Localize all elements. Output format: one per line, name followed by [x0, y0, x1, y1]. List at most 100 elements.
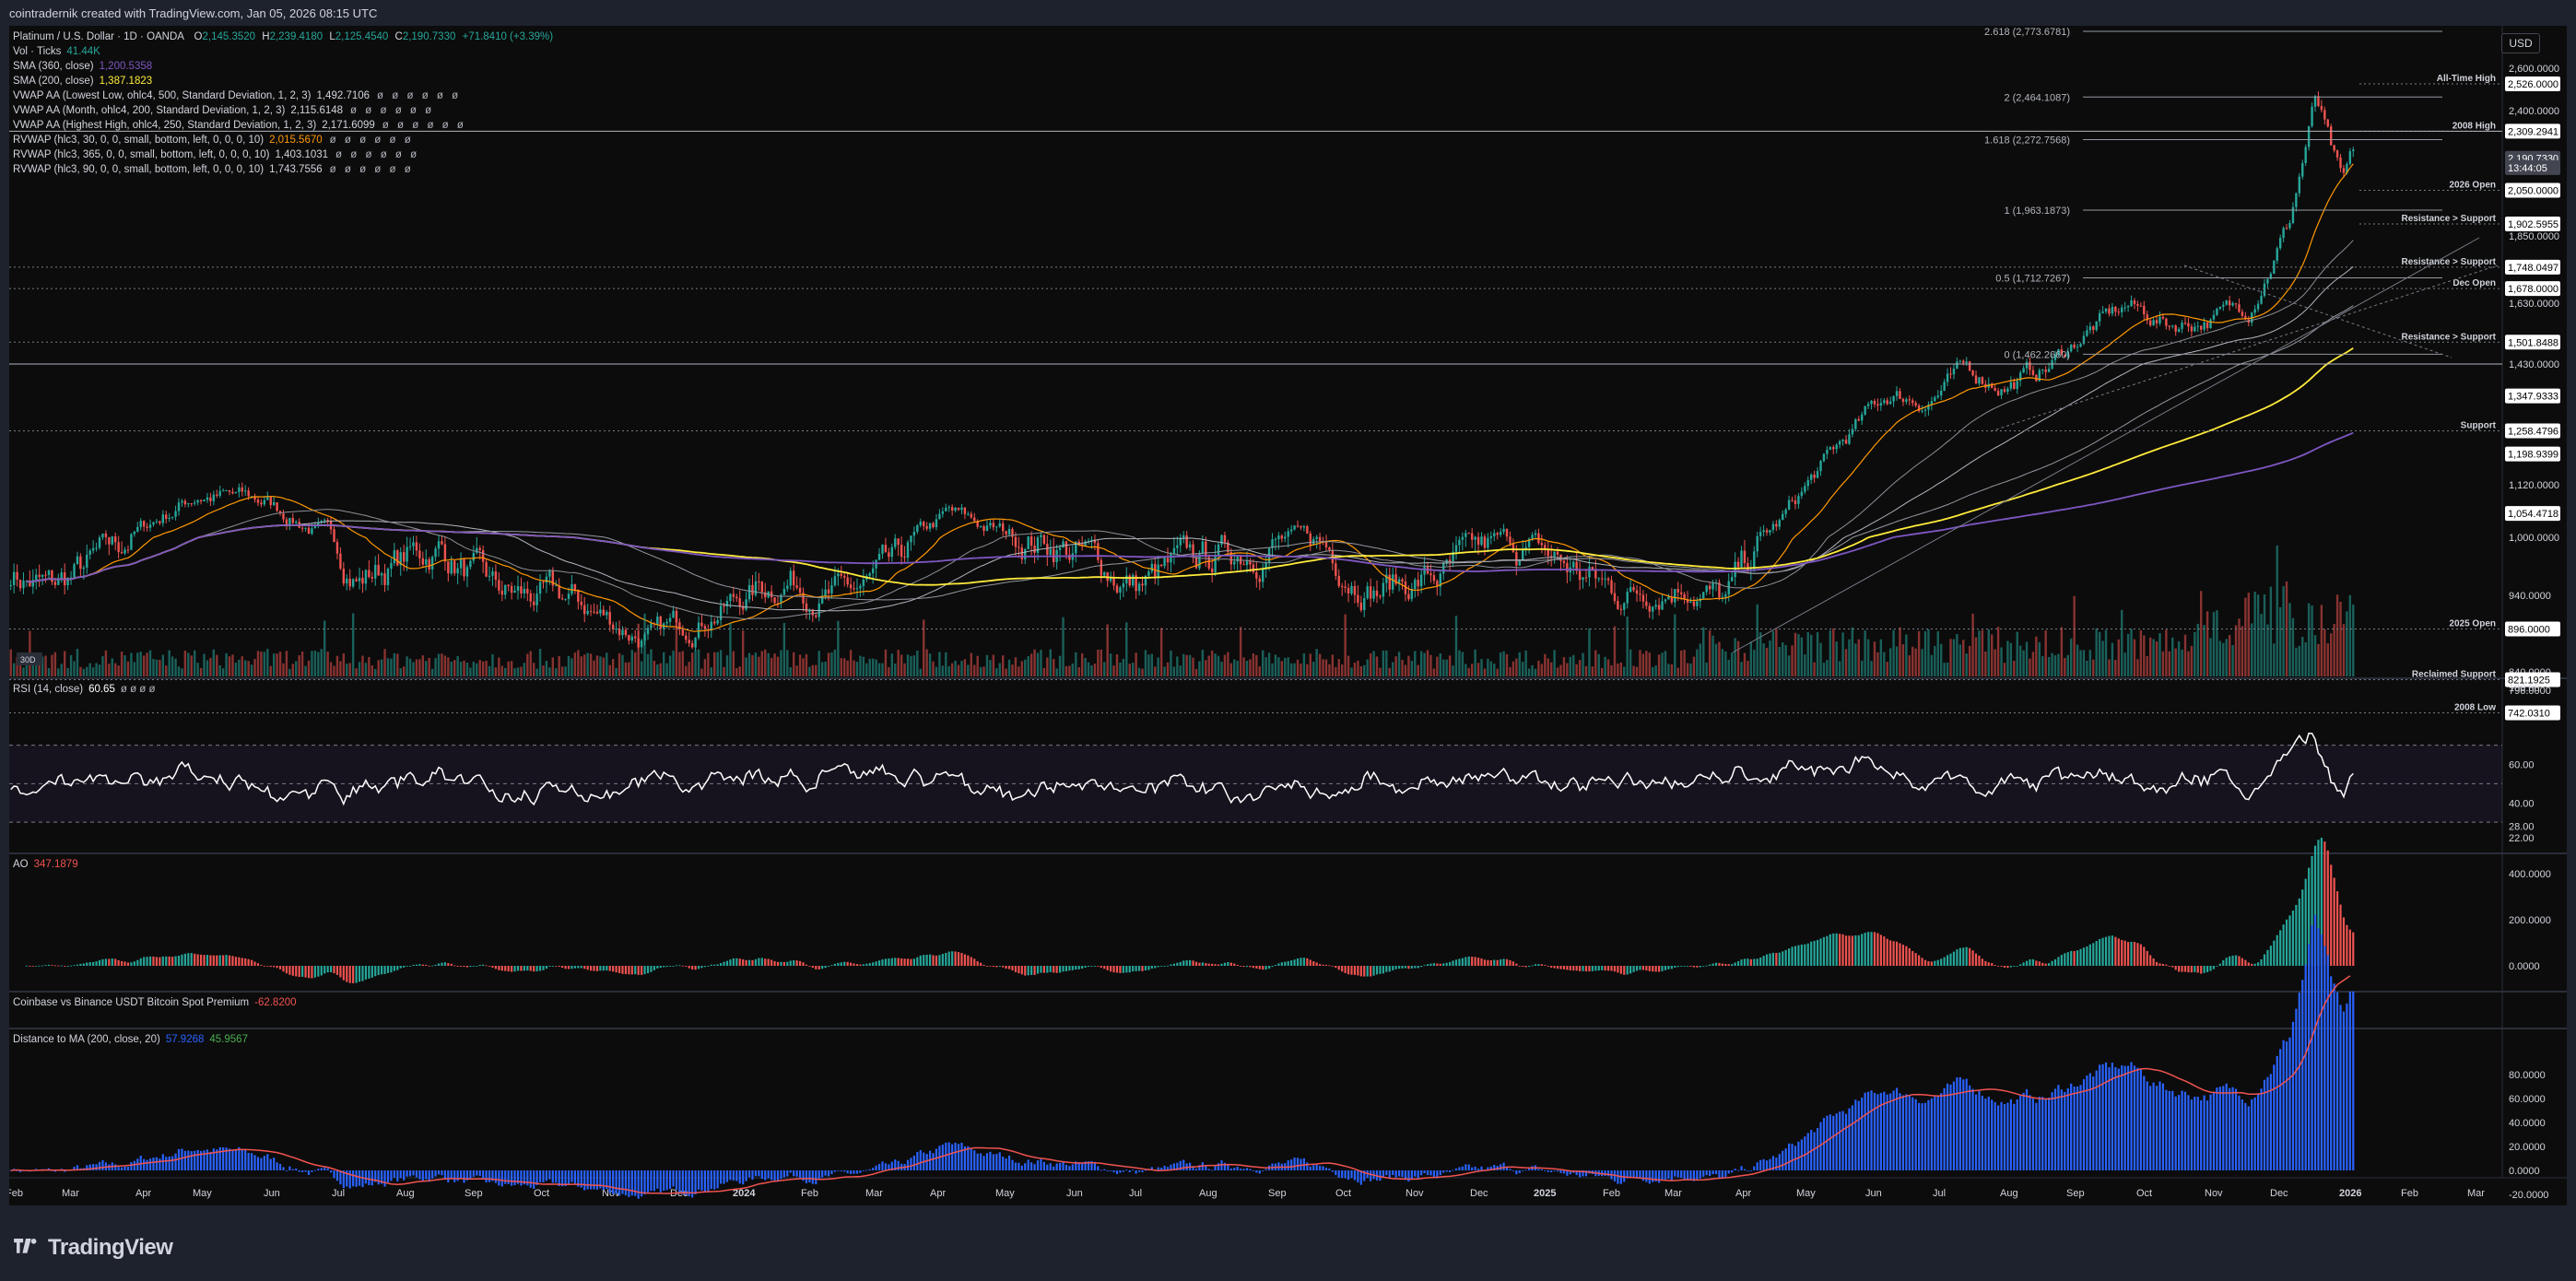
candle — [925, 525, 928, 529]
indicator-legend-row[interactable]: VWAP AA (Month, ohlc4, 200, Standard Dev… — [13, 105, 434, 116]
ao-bar — [88, 962, 91, 966]
candle — [1315, 536, 1318, 539]
volume-bar — [1978, 630, 1981, 676]
candle — [152, 522, 155, 525]
price-axis-badge: 1,198.9399 — [2505, 446, 2560, 462]
ao-bar — [2205, 966, 2209, 972]
symbol-legend[interactable]: Platinum / U.S. Dollar · 1D · OANDA O2,1… — [13, 31, 553, 42]
volume-bar — [133, 662, 136, 676]
distance-axis-tick: 80.0000 — [2509, 1070, 2546, 1081]
ao-bar — [126, 962, 130, 966]
volume-bar — [1965, 653, 1968, 676]
distance-bar — [767, 1170, 770, 1179]
price-badge-bg — [2505, 216, 2560, 231]
ao-bar — [1302, 958, 1306, 966]
distance-bar — [872, 1168, 875, 1170]
volume-bar — [662, 652, 665, 676]
volume-bar — [1185, 654, 1188, 676]
chart-area[interactable]: 2,600.0000 2,400.0000 1,850.0000 1,630.0000… — [6, 26, 2567, 1205]
currency-button[interactable]: USD — [2501, 33, 2540, 53]
distance-bar — [1866, 1091, 1870, 1170]
indicator-legend-row[interactable]: SMA (360, close) 1,200.5358 — [13, 61, 152, 72]
premium-legend[interactable]: Coinbase vs Binance USDT Bitcoin Spot Pr… — [13, 997, 302, 1008]
price-axis-tick: 2,400.0000 — [2509, 106, 2559, 117]
candle — [2066, 351, 2069, 358]
volume-bar — [1724, 651, 1727, 676]
volume-bar — [1347, 655, 1350, 676]
volume-bar — [2136, 659, 2139, 676]
distance-bar — [2022, 1092, 2025, 1170]
candle — [1227, 542, 1229, 553]
candle — [1005, 531, 1007, 535]
ao-bar — [707, 965, 710, 967]
ao-bar — [1287, 960, 1289, 966]
candle — [86, 554, 88, 568]
candle — [624, 629, 628, 636]
time-axis-label: Dec — [1470, 1188, 1488, 1199]
rsi-legend[interactable]: RSI (14, close) 60.65 ø ø ø ø — [13, 684, 161, 695]
distance-bar — [1404, 1170, 1407, 1181]
candle — [1923, 409, 1927, 411]
ao-bar — [947, 951, 950, 966]
ao-bar — [998, 966, 1001, 967]
indicator-legend-row[interactable]: VWAP AA (Lowest Low, ohlc4, 500, Standar… — [13, 90, 461, 101]
distance-bar — [168, 1156, 171, 1170]
indicator-legend-row[interactable]: RVWAP (hlc3, 30, 0, 0, small, bottom, le… — [13, 135, 414, 146]
indicator-legend-row[interactable]: SMA (200, close) 1,387.1823 — [13, 76, 152, 87]
candle — [1474, 536, 1476, 540]
ao-bar — [2064, 953, 2066, 966]
distance-bar — [840, 1170, 842, 1172]
ao-bar — [1996, 966, 2000, 967]
distance-bar — [1974, 1094, 1978, 1170]
ao-bar — [1943, 957, 1946, 966]
distance-bar — [2057, 1085, 2060, 1170]
ao-bar — [1375, 966, 1379, 975]
candle — [957, 507, 960, 511]
indicator-legend-row[interactable]: RVWAP (hlc3, 90, 0, 0, small, bottom, le… — [13, 164, 414, 175]
volume-bar — [2330, 633, 2333, 676]
distance-bar — [707, 1170, 710, 1193]
distance-bar — [273, 1158, 276, 1170]
distance-bar — [1810, 1130, 1813, 1170]
ao-bar — [935, 955, 938, 966]
candle — [234, 491, 238, 494]
candle — [2098, 312, 2101, 322]
volume-bar — [760, 651, 764, 676]
indicator-legend-row[interactable]: Vol · Ticks 41.44K — [13, 46, 100, 57]
distance-legend[interactable]: Distance to MA (200, close, 20) 57.9268 45… — [13, 1034, 253, 1045]
ao-bar — [1366, 966, 1369, 977]
distance-bar — [114, 1164, 117, 1170]
distance-bar — [637, 1170, 640, 1199]
ao-bar — [805, 964, 808, 966]
ao-bar — [1594, 966, 1597, 971]
candle — [1676, 589, 1679, 593]
volume-bar — [1369, 652, 1372, 676]
indicator-legend-row[interactable]: VWAP AA (Highest High, ohlc4, 250, Stand… — [13, 120, 466, 131]
volume-bar — [903, 663, 906, 676]
chart-canvas[interactable]: 2,600.00002,400.00001,850.00001,630.0000… — [6, 26, 2567, 1205]
ao-bar — [1084, 966, 1087, 968]
volume-bar — [91, 667, 95, 676]
distance-bar — [206, 1149, 209, 1170]
candle — [300, 527, 304, 529]
distance-bar — [2121, 1065, 2123, 1170]
distance-bar — [2247, 1106, 2250, 1170]
distance-bar — [485, 1170, 488, 1183]
volume-bar — [795, 665, 798, 676]
volume-bar — [2114, 660, 2117, 676]
candle — [1340, 585, 1344, 587]
ao-legend[interactable]: AO 347.1879 — [13, 859, 84, 870]
ao-bar — [2057, 957, 2060, 966]
time-axis-label: Jul — [1933, 1188, 1946, 1199]
volume-bar — [1879, 639, 1883, 676]
distance-bar — [1255, 1170, 1258, 1173]
distance-bar — [2041, 1097, 2044, 1170]
indicator-legend-row[interactable]: RVWAP (hlc3, 365, 0, 0, small, bottom, l… — [13, 149, 419, 160]
distance-bar — [888, 1164, 890, 1170]
candle — [1306, 526, 1309, 534]
ao-bar — [2229, 956, 2231, 966]
time-axis-label: Sep — [465, 1188, 483, 1199]
volume-bar — [82, 668, 86, 676]
candle — [877, 553, 881, 560]
distance-bar — [973, 1150, 976, 1170]
